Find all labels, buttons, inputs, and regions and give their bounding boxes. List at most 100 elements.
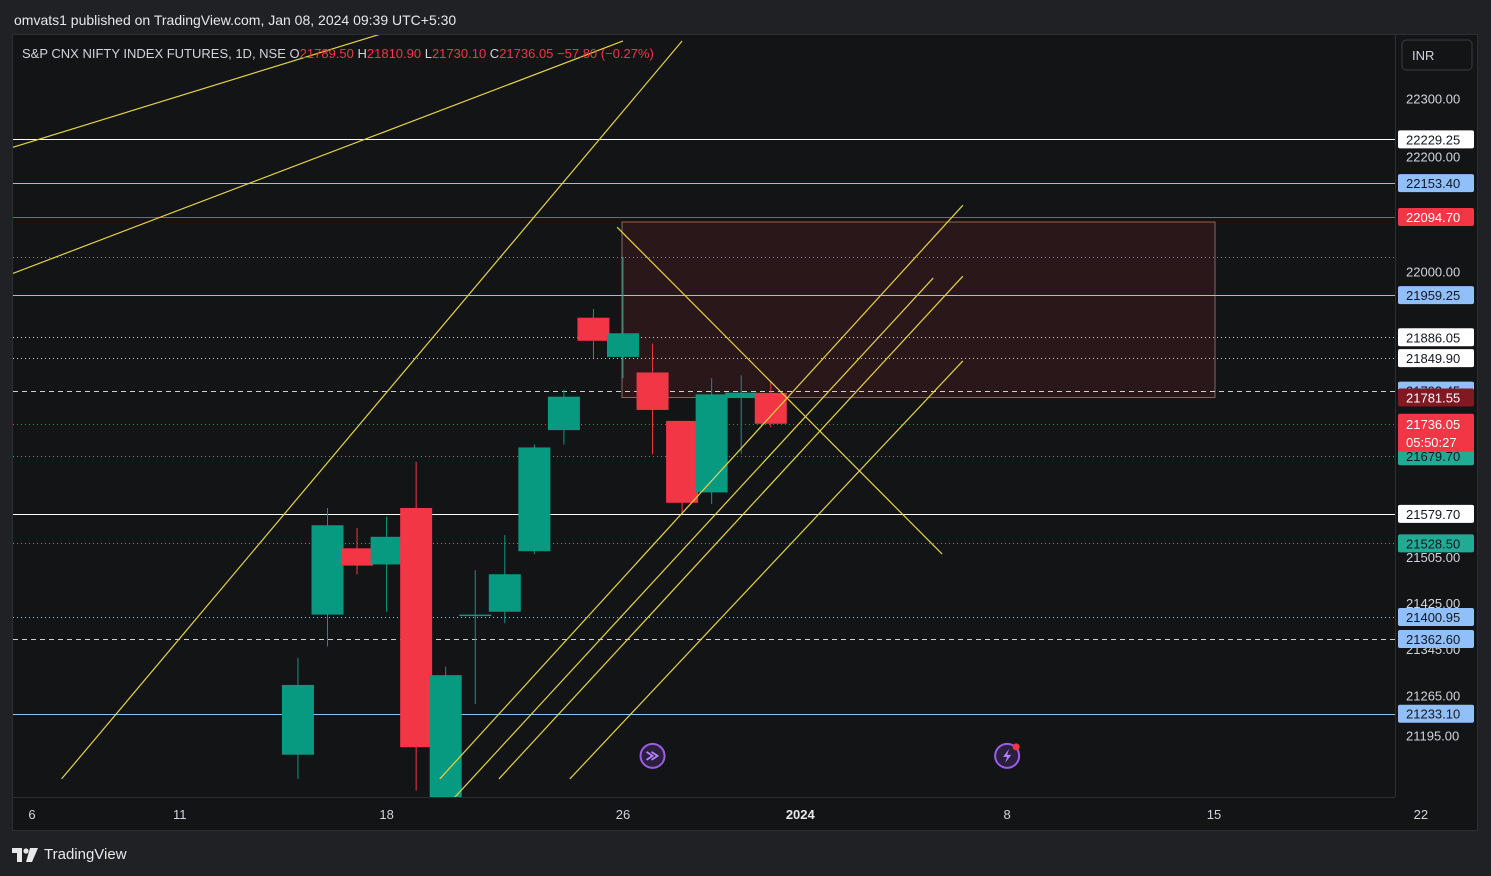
- price-label-text: 21679.70: [1406, 449, 1460, 464]
- price-label-badge[interactable]: 21233.10: [1398, 704, 1474, 723]
- candle-body: [725, 392, 758, 398]
- candle-body: [518, 447, 551, 552]
- price-axis-tick: 22200.00: [1406, 149, 1460, 164]
- low-value: 21730.10: [432, 46, 490, 61]
- candle-body: [754, 392, 787, 424]
- price-label-text: 21362.60: [1406, 632, 1460, 647]
- price-label-badge[interactable]: 21849.90: [1398, 349, 1474, 368]
- open-value: 21789.50: [300, 46, 358, 61]
- price-label-badge[interactable]: 21400.95: [1398, 607, 1474, 626]
- supply-zone-rectangle[interactable]: [621, 221, 1216, 399]
- price-label-text: 21959.25: [1406, 288, 1460, 303]
- candle-body: [577, 317, 610, 341]
- currency-label: INR: [1412, 48, 1434, 63]
- candlestick[interactable]: [636, 343, 669, 455]
- open-label: O: [290, 46, 300, 61]
- trendline[interactable]: [440, 277, 934, 814]
- time-axis-tick: 2024: [786, 807, 816, 822]
- candle-body: [311, 525, 344, 615]
- price-label-badge[interactable]: 22094.70: [1398, 208, 1474, 226]
- candlestick[interactable]: [607, 257, 639, 379]
- candlestick[interactable]: [281, 657, 314, 779]
- lightning-circle-icon[interactable]: [994, 742, 1021, 769]
- plot-area[interactable]: [2, 0, 1395, 837]
- price-axis-tick: 22300.00: [1406, 92, 1460, 107]
- close-value: 21736.05: [499, 46, 557, 61]
- candle-body: [429, 675, 462, 797]
- price-label-text: 21849.90: [1406, 351, 1460, 366]
- high-value: 21810.90: [367, 46, 425, 61]
- trendline[interactable]: [61, 40, 683, 780]
- price-label-badge[interactable]: 21528.50: [1398, 534, 1474, 553]
- price-label-badge[interactable]: 21579.70: [1398, 504, 1474, 523]
- price-label-badge[interactable]: 22153.40: [1398, 174, 1474, 193]
- price-label-text: 21400.95: [1406, 610, 1460, 625]
- change-value: −57.80 (−0.27%): [557, 46, 654, 61]
- time-axis-tick: 8: [1004, 807, 1011, 822]
- candle-body: [370, 536, 403, 565]
- price-label-text: 22094.70: [1406, 210, 1460, 225]
- candlestick[interactable]: [341, 528, 374, 575]
- time-axis-tick: 18: [379, 807, 393, 822]
- price-label-badge[interactable]: 21781.55: [1398, 388, 1474, 407]
- trendline[interactable]: [498, 275, 964, 780]
- price-label-text: 21528.50: [1406, 536, 1460, 551]
- symbol-info-line[interactable]: S&P CNX NIFTY INDEX FUTURES, 1D, NSE O21…: [22, 46, 654, 61]
- price-axis-tick: 21425.00: [1406, 596, 1460, 611]
- price-label-badge[interactable]: 22229.25: [1398, 130, 1474, 149]
- symbol-name: S&P CNX NIFTY INDEX FUTURES, 1D, NSE: [22, 46, 290, 61]
- candlestick[interactable]: [518, 444, 551, 555]
- candlestick[interactable]: [429, 666, 462, 836]
- price-label-text: 21781.55: [1406, 391, 1460, 406]
- candle-body: [459, 614, 492, 617]
- close-label: C: [490, 46, 499, 61]
- candlestick[interactable]: [459, 570, 492, 704]
- candlestick[interactable]: [311, 507, 344, 647]
- price-label-badge[interactable]: 21886.05: [1398, 328, 1474, 347]
- candle-body: [488, 574, 521, 612]
- last-price-value: 21736.05: [1406, 417, 1460, 432]
- time-axis-tick: 11: [173, 807, 187, 822]
- candle-body: [695, 394, 728, 493]
- chart-pane[interactable]: [12, 34, 1478, 831]
- time-axis-tick: 6: [28, 807, 35, 822]
- currency-button[interactable]: INR: [1401, 39, 1473, 71]
- candle-body: [547, 396, 580, 431]
- publish-info: omvats1 published on TradingView.com, Ja…: [14, 12, 457, 28]
- fast-forward-circle-icon[interactable]: [639, 742, 666, 769]
- candlestick[interactable]: [577, 309, 610, 359]
- candle-body: [400, 507, 433, 748]
- price-axis-tick: 21265.00: [1406, 688, 1460, 703]
- price-label-badge[interactable]: 21959.25: [1398, 286, 1474, 305]
- tradingview-footer[interactable]: TradingView: [12, 844, 127, 866]
- trendline[interactable]: [439, 204, 964, 780]
- time-axis-tick: 22: [1414, 807, 1428, 822]
- candlestick[interactable]: [547, 389, 580, 445]
- candle-body: [281, 684, 314, 755]
- price-label-badge[interactable]: 21362.60: [1398, 630, 1474, 649]
- candlestick[interactable]: [725, 375, 758, 454]
- candle-body: [666, 420, 699, 503]
- low-label: L: [425, 46, 432, 61]
- candle-body: [636, 372, 669, 410]
- price-label-text: 22229.25: [1406, 132, 1460, 147]
- trendline[interactable]: [616, 226, 943, 555]
- candlestick[interactable]: [400, 461, 433, 791]
- trendline[interactable]: [569, 360, 964, 780]
- last-price-badge[interactable]: 21736.05 05:50:27: [1398, 413, 1474, 452]
- bar-countdown: 05:50:27: [1406, 435, 1457, 450]
- tradingview-logo-icon: [12, 848, 38, 862]
- candlestick[interactable]: [666, 420, 699, 513]
- trendline[interactable]: [2, 0, 563, 151]
- candlestick[interactable]: [754, 380, 787, 428]
- brand-label: TradingView: [44, 846, 127, 863]
- candlestick[interactable]: [488, 535, 521, 624]
- trendline[interactable]: [2, 40, 624, 277]
- price-label-text: 21579.70: [1406, 507, 1460, 522]
- candlestick[interactable]: [695, 378, 728, 504]
- candlestick[interactable]: [370, 516, 403, 612]
- candle-body: [341, 548, 374, 566]
- price-axis-tick: 22000.00: [1406, 265, 1460, 280]
- price-axis-tick: 21505.00: [1406, 550, 1460, 565]
